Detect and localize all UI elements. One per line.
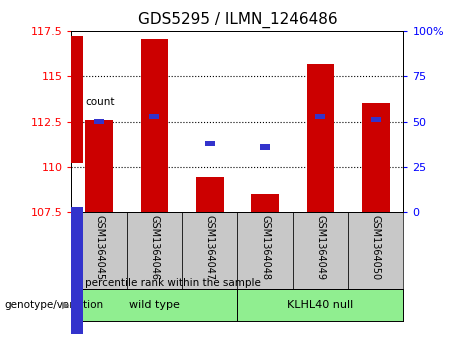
Bar xyxy=(71,289,237,321)
Text: GSM1364048: GSM1364048 xyxy=(260,215,270,280)
Bar xyxy=(94,119,104,124)
Text: GSM1364046: GSM1364046 xyxy=(149,215,160,280)
Text: GSM1364049: GSM1364049 xyxy=(315,215,325,280)
Bar xyxy=(182,212,237,289)
Bar xyxy=(149,114,160,119)
Bar xyxy=(196,177,224,212)
Text: KLHL40 null: KLHL40 null xyxy=(287,300,354,310)
Bar xyxy=(348,212,403,289)
Text: ▶: ▶ xyxy=(62,300,70,310)
Bar xyxy=(315,114,325,119)
Bar xyxy=(127,212,182,289)
Bar xyxy=(251,194,279,212)
Bar xyxy=(237,212,293,289)
Bar xyxy=(307,64,334,212)
Bar xyxy=(141,39,168,212)
Text: GSM1364047: GSM1364047 xyxy=(205,215,215,280)
Text: GSM1364050: GSM1364050 xyxy=(371,215,381,280)
Bar xyxy=(205,141,215,146)
Text: count: count xyxy=(85,97,115,107)
Bar xyxy=(371,117,381,122)
Bar xyxy=(237,289,403,321)
Title: GDS5295 / ILMN_1246486: GDS5295 / ILMN_1246486 xyxy=(137,12,337,28)
Bar xyxy=(85,120,113,212)
Bar xyxy=(362,103,390,212)
Text: genotype/variation: genotype/variation xyxy=(5,300,104,310)
Bar xyxy=(260,144,270,150)
Text: percentile rank within the sample: percentile rank within the sample xyxy=(85,278,261,288)
Text: GSM1364045: GSM1364045 xyxy=(94,215,104,280)
Bar xyxy=(293,212,348,289)
Text: wild type: wild type xyxy=(129,300,180,310)
Bar xyxy=(71,212,127,289)
